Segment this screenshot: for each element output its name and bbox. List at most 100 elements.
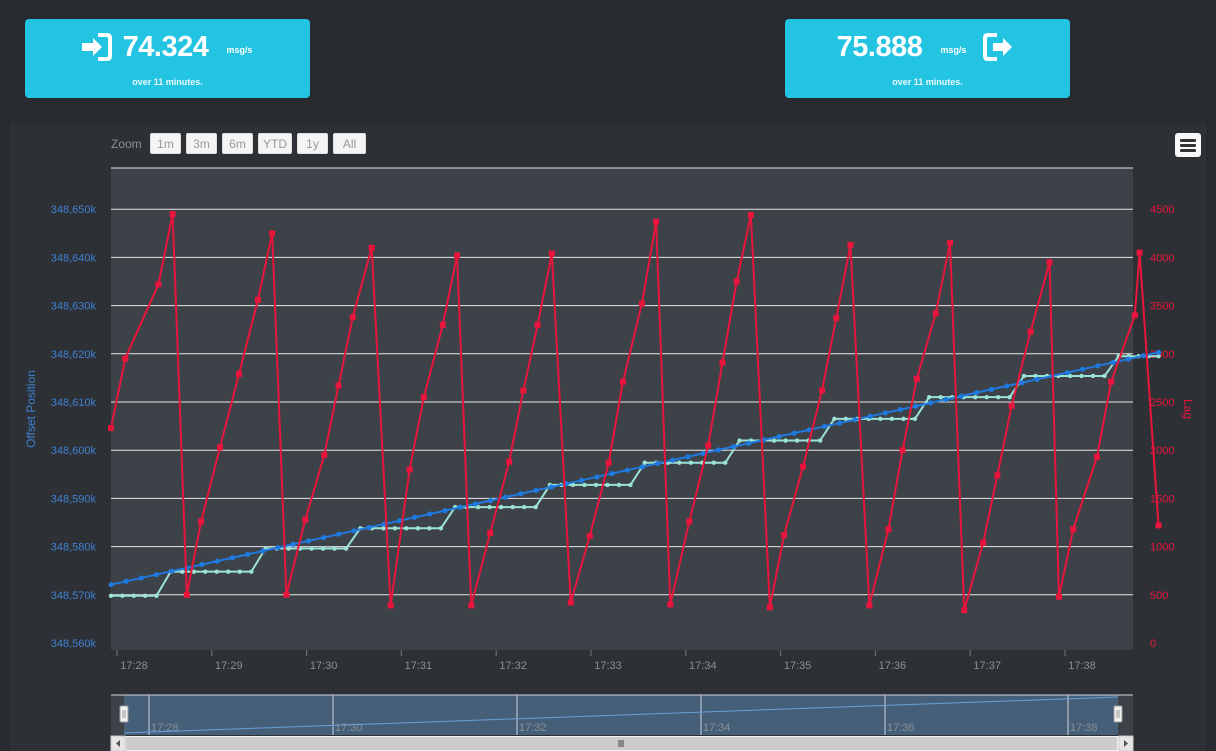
lag-point: [946, 239, 953, 246]
consumer-point: [1102, 373, 1107, 379]
offset-point: [791, 430, 797, 436]
lag-point: [1155, 522, 1162, 529]
outgoing-rate-note: over 11 minutes.: [892, 77, 963, 87]
right-tick-label: 4000: [1150, 252, 1174, 264]
consumer-point: [723, 460, 728, 465]
consumer-point: [642, 460, 647, 465]
offset-point: [533, 487, 539, 494]
zoom-all-button[interactable]: All: [333, 133, 366, 154]
zoom-1y-button[interactable]: 1y: [297, 133, 328, 154]
lag-point: [1070, 526, 1077, 533]
offset-point: [290, 541, 296, 547]
outgoing-rate-card: 75.888 msg/s over 11 minutes.: [785, 19, 1070, 98]
lag-point: [269, 230, 276, 237]
offset-point: [1080, 366, 1086, 372]
offset-line: [110, 351, 1159, 586]
zoom-ytd-button[interactable]: YTD: [258, 133, 292, 154]
consumer-point: [180, 569, 185, 574]
consumer-point: [108, 593, 114, 598]
offset-point: [214, 558, 220, 564]
lag-point: [335, 382, 342, 389]
consumer-point: [533, 504, 538, 510]
left-axis: 348,560k 348,570k 348,580k 348,590k 348,600k…: [51, 204, 97, 650]
lag-point: [468, 602, 475, 609]
consumer-point: [1090, 373, 1096, 379]
outgoing-rate-unit: msg/s: [940, 45, 967, 55]
x-tick-label: 17:31: [405, 660, 433, 672]
navigator-right-handle[interactable]: [1113, 705, 1123, 723]
consumer-point: [131, 593, 136, 598]
zoom-6m-button[interactable]: 6m: [222, 133, 253, 154]
lag-point: [506, 458, 513, 465]
offset-point: [260, 548, 266, 554]
offset-point: [487, 497, 494, 504]
lag-point: [534, 321, 541, 328]
navigator-left-handle[interactable]: [119, 705, 129, 723]
offset-point: [245, 551, 251, 557]
lag-point: [283, 591, 290, 598]
offset-point: [503, 494, 509, 500]
offset-point: [1140, 353, 1146, 359]
right-tick-label: 0: [1150, 638, 1156, 650]
right-axis: 0 500 1000 1500 2000 2500 3000 3500 4000 4500: [1150, 204, 1174, 650]
offset-point: [852, 417, 858, 423]
right-tick-label: 1500: [1150, 493, 1174, 505]
offset-point: [973, 390, 979, 396]
offset-point: [108, 582, 114, 588]
consumer-point: [605, 482, 610, 488]
offset-point: [776, 433, 782, 440]
consumer-point: [582, 482, 587, 488]
offset-point: [958, 393, 964, 399]
lag-point: [198, 518, 205, 525]
consumer-point: [771, 438, 777, 443]
x-tick-label: 17:33: [594, 660, 622, 672]
incoming-rate-card: 74.324 msg/s over 11 minutes.: [25, 19, 310, 98]
plot-area: [111, 168, 1133, 650]
chart-menu-button[interactable]: [1175, 133, 1201, 157]
offset-point: [624, 467, 630, 473]
offset-point: [821, 423, 828, 430]
navigator-label: 17:32: [519, 722, 547, 734]
lag-point: [1136, 249, 1143, 256]
consumer-point: [889, 416, 895, 422]
x-tick-label: 17:34: [689, 660, 717, 672]
lag-point: [406, 466, 413, 473]
consumer-point: [438, 526, 444, 531]
zoom-1m-button[interactable]: 1m: [150, 133, 181, 154]
consumer-point: [309, 546, 314, 551]
left-tick-label: 348,640k: [51, 252, 97, 264]
left-tick-label: 348,590k: [51, 493, 97, 505]
lag-point: [420, 394, 427, 401]
zoom-3m-button[interactable]: 3m: [186, 133, 217, 154]
x-tick-label: 17:32: [499, 660, 527, 672]
left-tick-label: 348,560k: [51, 638, 97, 650]
navigator-axis: 17:28 17:30 17:32 17:34 17:36 17:38: [148, 695, 1098, 735]
lag-point: [439, 321, 446, 328]
x-axis: 17:28 17:29 17:30 17:31 17:32 17:33 17:34 17:35…: [116, 650, 1096, 672]
lag-series: [108, 211, 1162, 614]
consumer-point: [475, 504, 481, 510]
offset-point: [670, 457, 676, 463]
lag-point: [520, 387, 527, 394]
incoming-rate-note: over 11 minutes.: [132, 77, 203, 87]
offset-point: [138, 575, 144, 581]
offset-point: [305, 538, 311, 544]
right-tick-label: 3500: [1150, 301, 1174, 313]
offset-point: [366, 524, 372, 531]
menu-icon-bar: [1180, 149, 1196, 152]
consumer-point: [214, 569, 219, 574]
lag-point: [885, 526, 892, 533]
lag-point: [1108, 378, 1115, 385]
navigator-label: 17:36: [887, 722, 915, 734]
navigator-label: 17:34: [703, 722, 731, 734]
lag-point: [653, 218, 660, 225]
offset-point: [1019, 380, 1025, 386]
sign-in-icon: [81, 33, 112, 61]
offset-point: [548, 484, 554, 490]
offset-point: [867, 413, 873, 419]
consumer-point: [1156, 354, 1161, 359]
offset-point: [320, 534, 327, 541]
lag-point: [899, 447, 906, 454]
consumer-point: [783, 438, 788, 443]
consumer-point: [926, 394, 932, 400]
